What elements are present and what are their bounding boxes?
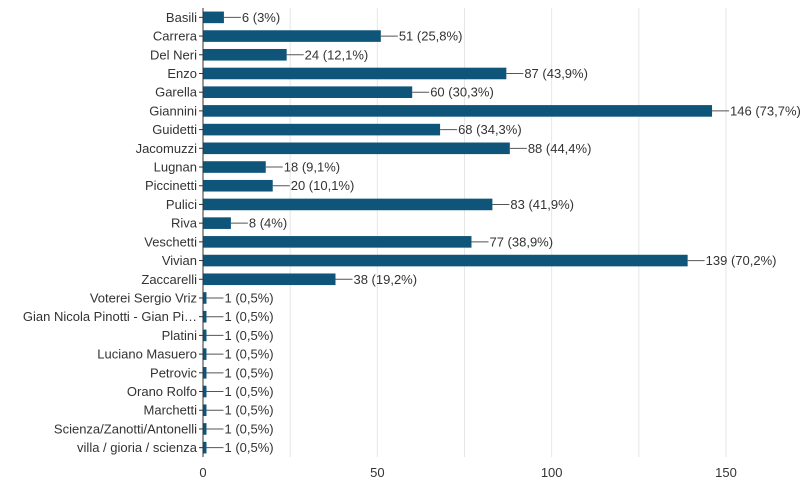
bars: [203, 11, 713, 454]
bar: [203, 292, 207, 304]
data-label: 1 (0,5%): [224, 403, 273, 418]
data-label: 1 (0,5%): [224, 421, 273, 436]
bar: [203, 30, 381, 42]
bar: [203, 67, 507, 80]
data-label: 77 (38,9%): [489, 234, 553, 249]
category-label: Lugnan: [154, 160, 197, 175]
data-label: 139 (70,2%): [706, 253, 777, 268]
grid-lines: [289, 8, 727, 457]
data-label: 1 (0,5%): [224, 347, 273, 362]
data-label: 1 (0,5%): [224, 365, 273, 380]
category-label: Voterei Sergio Vriz: [90, 290, 197, 305]
category-label: Luciano Masuero: [97, 347, 197, 362]
category-label: Marchetti: [144, 403, 198, 418]
bar: [203, 179, 273, 192]
bar: [203, 217, 231, 229]
category-label: Scienza/Zanotti/Antonelli: [54, 421, 197, 436]
category-label: Enzo: [167, 66, 197, 81]
bar: [203, 236, 472, 248]
category-label: Jacomuzzi: [136, 141, 198, 156]
bar: [203, 161, 266, 173]
category-label: Platini: [162, 328, 198, 343]
x-tick-label: 50: [370, 465, 384, 480]
category-label: Petrovic: [150, 365, 197, 380]
data-label: 1 (0,5%): [224, 309, 273, 324]
data-label: 83 (41,9%): [510, 197, 574, 212]
data-label: 8 (4%): [249, 216, 287, 231]
data-label: 51 (25,8%): [399, 29, 463, 44]
x-tick-label: 100: [541, 465, 563, 480]
category-label: Del Neri: [150, 47, 197, 62]
category-label: Gian Nicola Pinotti - Gian Pi…: [23, 309, 197, 324]
bar: [203, 105, 713, 117]
data-label: 1 (0,5%): [224, 440, 273, 455]
bar: [203, 348, 207, 360]
bar: [203, 441, 207, 454]
bar: [203, 198, 493, 211]
data-labels: 6 (3%) 51 (25,8%) 24 (12,1%) 87 (43,9%) 60 (…: [206, 10, 801, 455]
data-label: 1 (0,5%): [224, 328, 273, 343]
data-label: 1 (0,5%): [224, 384, 273, 399]
data-label: 68 (34,3%): [458, 122, 522, 137]
data-label: 38 (19,2%): [353, 272, 417, 287]
bar: [203, 329, 207, 342]
category-label: Piccinetti: [145, 178, 197, 193]
category-label: Vivian: [162, 253, 197, 268]
data-label: 146 (73,7%): [730, 103, 801, 118]
data-label: 24 (12,1%): [305, 47, 369, 62]
data-label: 6 (3%): [242, 10, 280, 25]
category-label: Guidetti: [152, 122, 197, 137]
bar: [203, 48, 287, 61]
bar: [203, 273, 336, 286]
bar: [203, 367, 207, 379]
category-label: Veschetti: [144, 234, 197, 249]
data-label: 60 (30,3%): [430, 85, 494, 100]
category-label: Basili: [166, 10, 197, 25]
bar: [203, 11, 224, 24]
data-label: 1 (0,5%): [224, 290, 273, 305]
category-label: Pulici: [166, 197, 197, 212]
data-label: 18 (9,1%): [284, 160, 340, 175]
bar: [203, 142, 510, 155]
category-label: Riva: [171, 216, 198, 231]
bar: [203, 123, 441, 136]
category-label: Orano Rolfo: [127, 384, 197, 399]
bar: [203, 423, 207, 435]
category-label: Giannini: [149, 103, 197, 118]
bar: [203, 404, 207, 417]
bar: [203, 310, 207, 323]
x-axis-ticks: 0 50 100 150: [199, 465, 736, 480]
data-label: 20 (10,1%): [291, 178, 355, 193]
bar: [203, 254, 688, 267]
bar: [203, 86, 413, 98]
data-label: 87 (43,9%): [524, 66, 588, 81]
category-label: Garella: [155, 85, 198, 100]
bar: [203, 385, 207, 398]
category-label: villa / gioria / scienza: [77, 440, 198, 455]
category-label: Zaccarelli: [141, 272, 197, 287]
x-tick-label: 150: [715, 465, 737, 480]
data-label: 88 (44,4%): [528, 141, 592, 156]
category-labels: Basili Carrera Del Neri Enzo Garella Giannini…: [23, 10, 203, 455]
x-tick-label: 0: [199, 465, 206, 480]
category-label: Carrera: [153, 29, 198, 44]
